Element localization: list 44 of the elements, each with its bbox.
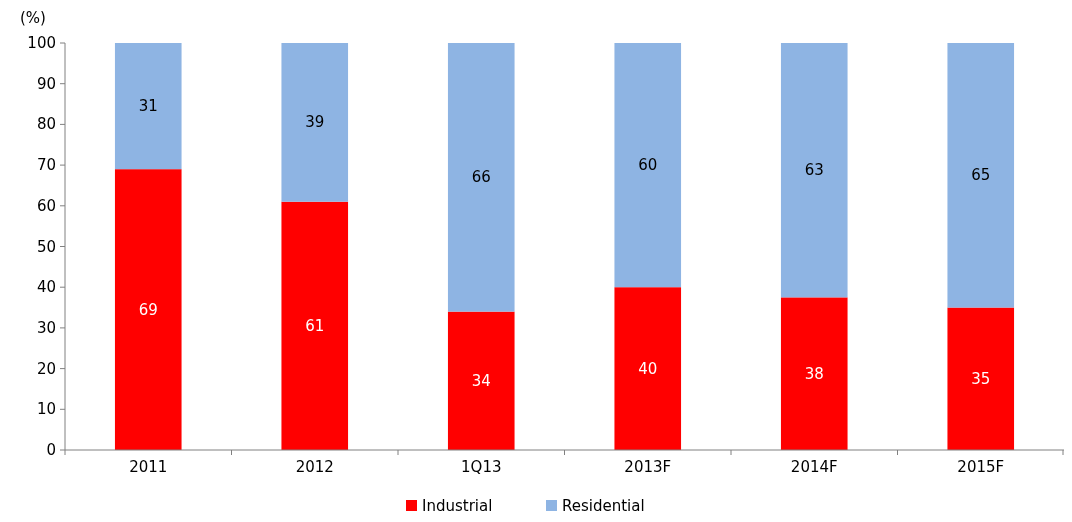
data-label: 63	[804, 161, 824, 180]
data-label: 65	[971, 166, 991, 185]
legend-label: Residential	[562, 497, 645, 515]
y-tick-label: 80	[36, 115, 56, 134]
bar	[947, 43, 1015, 308]
data-label: 69	[138, 300, 158, 319]
bar	[114, 43, 182, 170]
y-tick-label: 50	[36, 237, 56, 256]
data-label: 66	[471, 168, 491, 187]
bar	[780, 297, 848, 450]
y-tick-label: 70	[36, 156, 56, 175]
x-tick-label: 2011	[129, 458, 168, 476]
x-tick-label: 2014F	[790, 458, 838, 476]
x-tick-label: 2015F	[957, 458, 1005, 476]
data-label: 38	[804, 364, 824, 383]
y-tick-label: 40	[36, 278, 56, 297]
data-label: 61	[305, 316, 325, 335]
y-tick-label: 0	[46, 441, 56, 459]
x-tick-label: 2012	[295, 458, 334, 476]
y-tick-label: 60	[36, 196, 56, 215]
data-label: 60	[638, 156, 658, 175]
bar	[447, 311, 515, 450]
x-tick-label: 2013F	[624, 458, 672, 476]
data-label: 39	[305, 113, 325, 132]
y-tick-label: 20	[36, 359, 56, 378]
legend-label: Industrial	[422, 497, 493, 515]
bar	[947, 307, 1015, 450]
data-label: 35	[971, 369, 991, 388]
bar	[281, 43, 349, 202]
bar	[614, 287, 682, 450]
bar	[614, 43, 682, 288]
bar	[281, 201, 349, 450]
y-tick-label: 10	[36, 400, 56, 419]
data-label: 31	[138, 97, 158, 116]
y-axis-title: (%)	[20, 9, 46, 27]
y-tick-label: 100	[27, 34, 56, 52]
data-label: 34	[471, 371, 491, 390]
data-label: 40	[638, 359, 658, 378]
bar	[114, 169, 182, 450]
y-tick-label: 90	[36, 74, 56, 93]
y-tick-label: 30	[36, 318, 56, 337]
x-tick-label: 1Q13	[461, 458, 502, 476]
bar	[780, 43, 848, 298]
bar	[447, 43, 515, 312]
